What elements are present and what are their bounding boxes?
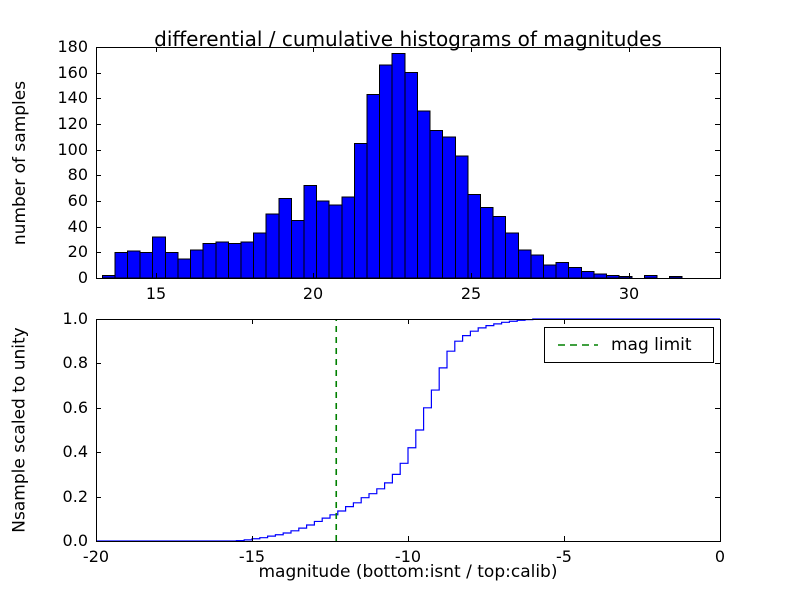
bottom-ylabel-box: Nsample scaled to unity bbox=[8, 319, 32, 541]
histogram-bar bbox=[114, 251, 129, 279]
y-tick-label: 0.4 bbox=[63, 442, 88, 461]
histogram-bar bbox=[404, 72, 418, 279]
histogram-bar bbox=[278, 197, 292, 279]
histogram-bar bbox=[492, 215, 507, 279]
histogram-bar bbox=[454, 155, 469, 279]
y-tick-label: 0.0 bbox=[63, 531, 88, 550]
histogram-bar bbox=[429, 129, 444, 279]
mag-limit-legend-line bbox=[558, 344, 598, 346]
chart-title: differential / cumulative histograms of … bbox=[154, 27, 662, 51]
histogram-bar bbox=[164, 251, 179, 279]
histogram-bar bbox=[139, 251, 154, 279]
axes-frame bbox=[96, 319, 721, 542]
y-tick-label: 40 bbox=[68, 217, 88, 236]
x-tick-label: 30 bbox=[619, 284, 639, 303]
histogram-bar bbox=[127, 250, 141, 279]
histogram-bar bbox=[240, 241, 255, 279]
histogram-bar bbox=[227, 242, 242, 279]
histogram-bar bbox=[290, 219, 305, 279]
bottom-xlabel: magnitude (bottom:isnt / top:calib) bbox=[258, 562, 558, 582]
histogram-bar bbox=[341, 196, 355, 279]
histogram-bar bbox=[353, 142, 368, 279]
histogram-bar bbox=[555, 262, 570, 279]
histogram-bar bbox=[391, 52, 406, 279]
histogram-bar bbox=[517, 249, 532, 279]
x-tick-label: -15 bbox=[239, 547, 265, 566]
histogram-bar bbox=[379, 64, 393, 279]
y-tick-label: 100 bbox=[57, 140, 88, 159]
cumulative-curve bbox=[96, 318, 720, 542]
y-tick-label: 80 bbox=[68, 165, 88, 184]
histogram-bar bbox=[479, 206, 494, 279]
histogram-bar bbox=[568, 267, 582, 279]
histogram-bar bbox=[643, 274, 658, 279]
legend-label: mag limit bbox=[611, 335, 692, 355]
x-tick-label: -20 bbox=[83, 547, 109, 566]
histogram-bar bbox=[101, 274, 116, 279]
histogram-bar bbox=[366, 93, 381, 279]
y-tick-label: 0 bbox=[78, 268, 88, 287]
histogram-bar bbox=[505, 232, 519, 279]
histogram-bar bbox=[177, 258, 192, 279]
histogram-bar bbox=[593, 273, 608, 279]
bottom-ylabel: Nsample scaled to unity bbox=[10, 327, 30, 533]
histogram-bar bbox=[580, 271, 595, 279]
histogram-bar bbox=[669, 276, 683, 279]
histogram-bar bbox=[530, 254, 545, 279]
x-tick-label: -10 bbox=[395, 547, 421, 566]
legend: mag limit bbox=[544, 327, 714, 363]
histogram-bar bbox=[190, 249, 204, 279]
top-ylabel: number of samples bbox=[10, 80, 30, 245]
x-tick-label: 25 bbox=[461, 284, 481, 303]
y-tick-label: 140 bbox=[57, 88, 88, 107]
histogram-bar bbox=[265, 213, 280, 279]
y-tick-label: 120 bbox=[57, 114, 88, 133]
y-tick-label: 1.0 bbox=[63, 309, 88, 328]
histogram-bar bbox=[328, 204, 343, 279]
histogram-bar bbox=[416, 110, 431, 279]
x-tick-label: 0 bbox=[715, 547, 725, 566]
histogram-bar bbox=[442, 136, 456, 279]
x-tick-label: 15 bbox=[146, 284, 166, 303]
y-tick-label: 20 bbox=[68, 242, 88, 261]
x-tick-label: -5 bbox=[556, 547, 572, 566]
histogram-bar bbox=[606, 274, 620, 279]
y-tick-label: 160 bbox=[57, 63, 88, 82]
histogram-bar bbox=[543, 264, 557, 279]
y-tick-label: 60 bbox=[68, 191, 88, 210]
histogram-bar bbox=[215, 241, 229, 279]
histogram-bar bbox=[467, 194, 481, 279]
x-tick-label: 20 bbox=[303, 284, 323, 303]
histogram-bar bbox=[202, 242, 217, 279]
top-ylabel-box: number of samples bbox=[8, 47, 32, 278]
histogram-bar bbox=[303, 185, 318, 279]
axes-frame bbox=[96, 47, 721, 279]
y-tick-label: 180 bbox=[57, 37, 88, 56]
y-tick-label: 0.2 bbox=[63, 487, 88, 506]
histogram-bar bbox=[316, 200, 330, 279]
y-tick-label: 0.8 bbox=[63, 353, 88, 372]
histogram-bar bbox=[152, 236, 166, 279]
histogram-bar bbox=[253, 232, 267, 279]
y-tick-label: 0.6 bbox=[63, 398, 88, 417]
